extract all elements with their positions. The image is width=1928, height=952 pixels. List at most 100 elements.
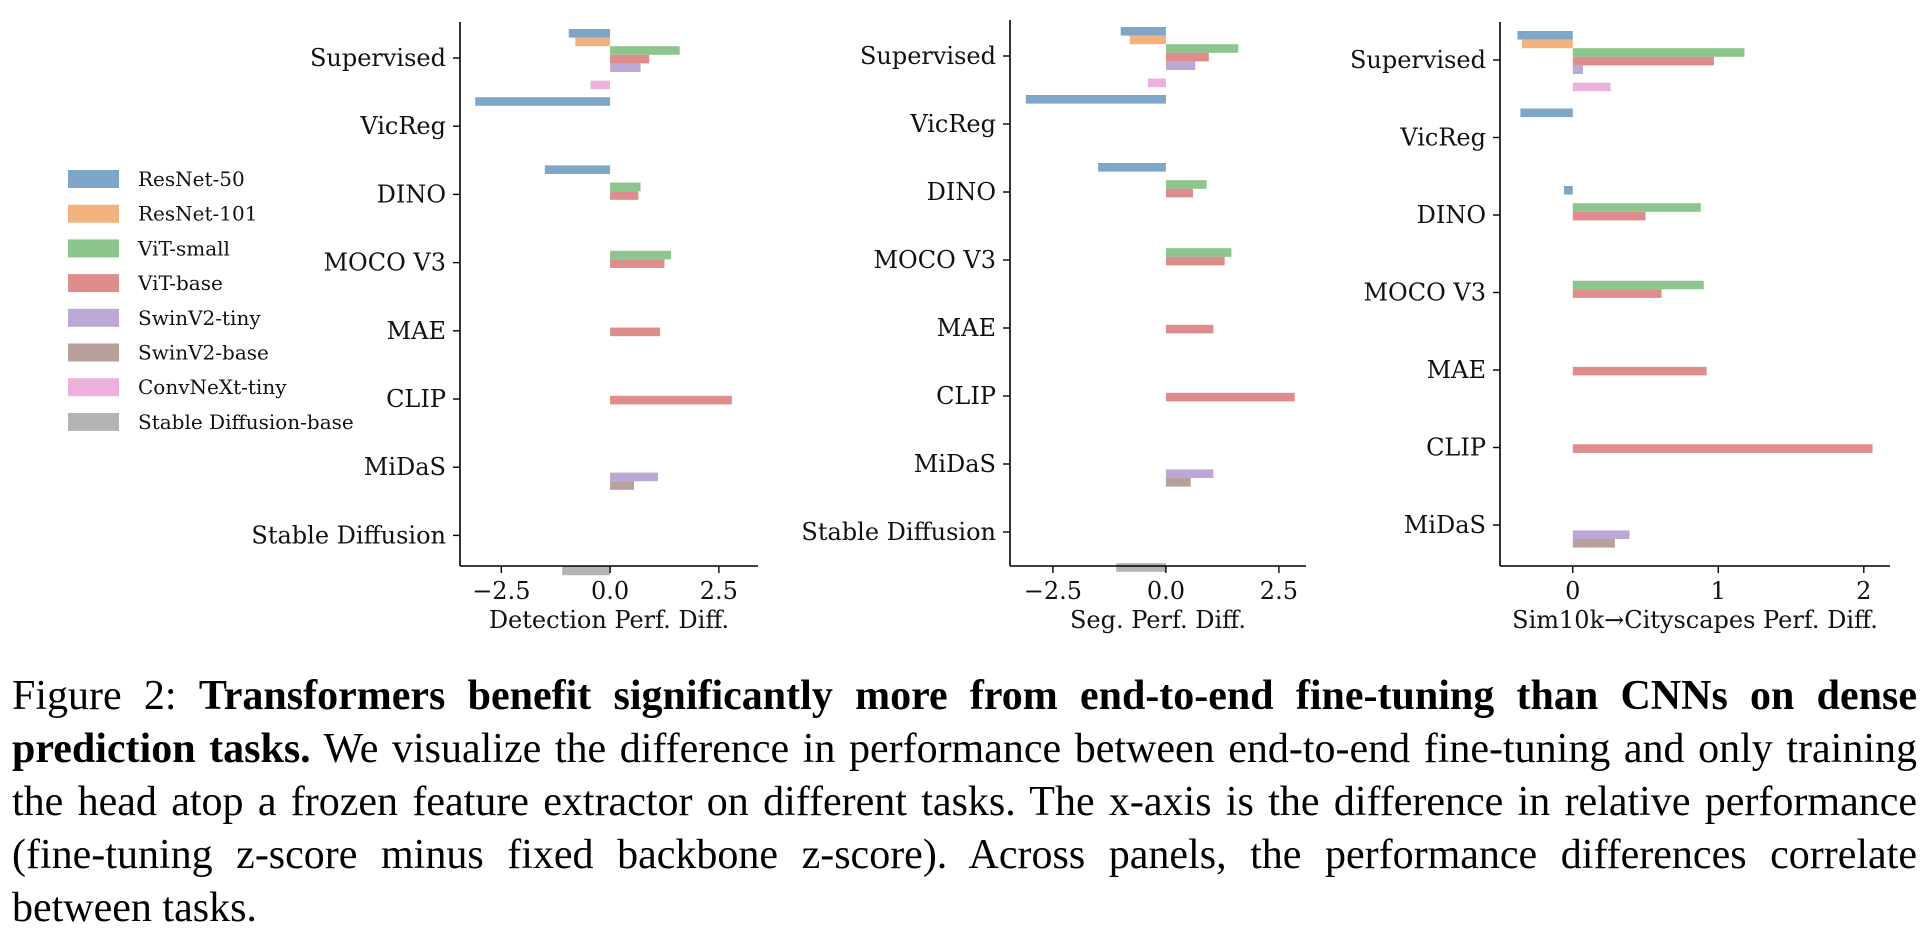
legend-label-swinv2-tiny: SwinV2-tiny	[138, 306, 261, 330]
y-tick-label-moco-v3: MOCO V3	[873, 246, 996, 274]
bar-midas-swinv2-base	[610, 481, 635, 490]
bar-stable-diffusion-stable-diffusion-base	[562, 566, 611, 576]
y-tick-label-moco-v3: MOCO V3	[323, 249, 446, 277]
x-axis-label: Sim10k→Cityscapes Perf. Diff.	[1512, 606, 1878, 634]
y-tick-label-stable-diffusion: Stable Diffusion	[251, 521, 446, 549]
bar-midas-swinv2-tiny	[610, 472, 658, 482]
bar-midas-swinv2-tiny	[1572, 530, 1630, 539]
y-tick-label-moco-v3: MOCO V3	[1363, 279, 1486, 307]
y-tick-label-dino: DINO	[1417, 201, 1486, 229]
panel-2: Supervised VicReg DINO MOCO V3 MAE CLIP MiDaS S…	[801, 20, 1306, 634]
bar-moco-v3-vit-base	[1165, 256, 1225, 266]
bar-supervised-vit-small	[610, 46, 680, 55]
x-axis-label: Seg. Perf. Diff.	[1070, 606, 1246, 634]
x-tick-label: 0	[1565, 577, 1580, 605]
bar-mae-vit-base	[1572, 366, 1707, 376]
bar-dino-vit-base	[610, 191, 639, 200]
legend-label-vit-small: ViT-small	[137, 236, 230, 260]
bar-supervised-convnext-tiny	[1572, 82, 1611, 92]
legend-swatch-stable-diffusion-base	[68, 412, 119, 431]
bar-dino-resnet-50	[1098, 163, 1166, 172]
bar-supervised-resnet-50	[1120, 27, 1166, 36]
bar-supervised-resnet-101	[575, 37, 611, 47]
bar-supervised-vit-base	[610, 54, 650, 64]
bar-supervised-resnet-101	[1521, 39, 1573, 49]
legend-label-vit-base: ViT-base	[137, 271, 223, 295]
caption-body: We visualize the difference in performan…	[12, 726, 1917, 931]
bar-supervised-vit-base	[1165, 52, 1209, 62]
bar-clip-vit-base	[610, 395, 732, 405]
y-tick-label-vicreg: VicReg	[1399, 124, 1486, 152]
legend-swatch-resnet-101	[68, 204, 119, 223]
legend-label-resnet-101: ResNet-101	[138, 202, 257, 226]
bar-supervised-vit-base	[1572, 56, 1714, 66]
bar-vicreg-resnet-50	[1520, 108, 1573, 118]
bar-dino-resnet-50	[544, 165, 611, 174]
legend-swatch-convnext-tiny	[68, 378, 119, 397]
y-tick-label-mae: MAE	[1427, 356, 1486, 384]
y-tick-label-mae: MAE	[937, 314, 996, 342]
bar-midas-swinv2-tiny	[1165, 469, 1214, 478]
bar-clip-vit-base	[1165, 392, 1295, 402]
x-tick-label: 2.5	[700, 577, 738, 605]
y-tick-label-clip: CLIP	[936, 382, 996, 410]
bar-stable-diffusion-stable-diffusion-base	[1116, 563, 1166, 572]
bar-supervised-vit-small	[1165, 44, 1239, 53]
y-tick-label-vicreg: VicReg	[359, 112, 446, 140]
bar-supervised-swinv2-tiny	[1165, 61, 1196, 70]
y-tick-label-clip: CLIP	[1426, 434, 1486, 462]
bar-supervised-resnet-101	[1129, 35, 1166, 45]
figure-caption: Figure 2: Transformers benefit significa…	[12, 670, 1917, 935]
y-tick-label-supervised: Supervised	[310, 44, 446, 72]
legend-swatch-swinv2-base	[68, 343, 119, 362]
bar-supervised-swinv2-tiny	[610, 63, 641, 72]
panel-3: Supervised VicReg DINO MOCO V3 MAE CLIP MiDaS 0…	[1350, 22, 1890, 634]
y-tick-label-supervised: Supervised	[860, 42, 996, 70]
x-tick-label: 0.0	[591, 577, 629, 605]
figure-2-chart: ResNet-50 ResNet-101 ViT-small ViT-base Swin…	[68, 20, 1890, 634]
panel-1: Supervised VicReg DINO MOCO V3 MAE CLIP MiDaS S…	[251, 22, 758, 634]
bar-mae-vit-base	[1165, 324, 1214, 334]
bar-dino-vit-small	[1572, 203, 1701, 212]
bar-supervised-resnet-50	[1517, 31, 1573, 40]
bar-supervised-vit-small	[1572, 48, 1745, 57]
legend-swatch-swinv2-tiny	[68, 308, 119, 327]
bar-supervised-convnext-tiny	[1147, 78, 1166, 88]
bar-supervised-resnet-50	[568, 29, 611, 38]
bar-dino-vit-base	[1572, 211, 1646, 221]
y-tick-label-dino: DINO	[377, 180, 446, 208]
bar-mae-vit-base	[610, 327, 661, 337]
caption-prefix: Figure 2:	[12, 673, 199, 719]
y-tick-label-midas: MiDaS	[364, 453, 446, 481]
x-tick-label: 0.0	[1147, 577, 1185, 605]
legend-label-resnet-50: ResNet-50	[138, 167, 245, 191]
x-tick-label: 2	[1856, 577, 1871, 605]
y-tick-label-stable-diffusion: Stable Diffusion	[801, 518, 996, 546]
y-tick-label-dino: DINO	[927, 178, 996, 206]
bar-moco-v3-vit-base	[610, 259, 665, 268]
legend-swatch-resnet-50	[68, 170, 119, 188]
y-tick-label-midas: MiDaS	[1404, 511, 1486, 539]
legend-label-convnext-tiny: ConvNeXt-tiny	[138, 375, 287, 399]
x-axis-label: Detection Perf. Diff.	[489, 606, 729, 634]
bar-moco-v3-vit-small	[610, 250, 671, 260]
bar-midas-swinv2-base	[1165, 478, 1191, 487]
y-tick-label-mae: MAE	[387, 317, 446, 345]
bar-vicreg-resnet-50	[475, 97, 611, 106]
legend-swatch-vit-small	[68, 239, 119, 258]
caption-bold: Transformers benefit significantly more …	[12, 673, 1918, 772]
bar-moco-v3-vit-base	[1572, 289, 1662, 298]
legend-label-stable-diffusion-base: Stable Diffusion-base	[138, 410, 354, 434]
bar-supervised-convnext-tiny	[590, 80, 611, 90]
legend-swatch-vit-base	[68, 274, 119, 293]
y-tick-label-clip: CLIP	[386, 385, 446, 413]
x-tick-label: 2.5	[1260, 577, 1298, 605]
y-tick-label-midas: MiDaS	[914, 450, 996, 478]
legend: ResNet-50 ResNet-101 ViT-small ViT-base Swin…	[68, 167, 354, 434]
x-tick-label: −2.5	[1024, 577, 1082, 605]
y-tick-label-supervised: Supervised	[1350, 46, 1486, 74]
bar-dino-vit-small	[610, 182, 641, 192]
bar-dino-resnet-50	[1564, 186, 1573, 195]
x-tick-label: −2.5	[472, 577, 530, 605]
bar-clip-vit-base	[1572, 444, 1873, 453]
